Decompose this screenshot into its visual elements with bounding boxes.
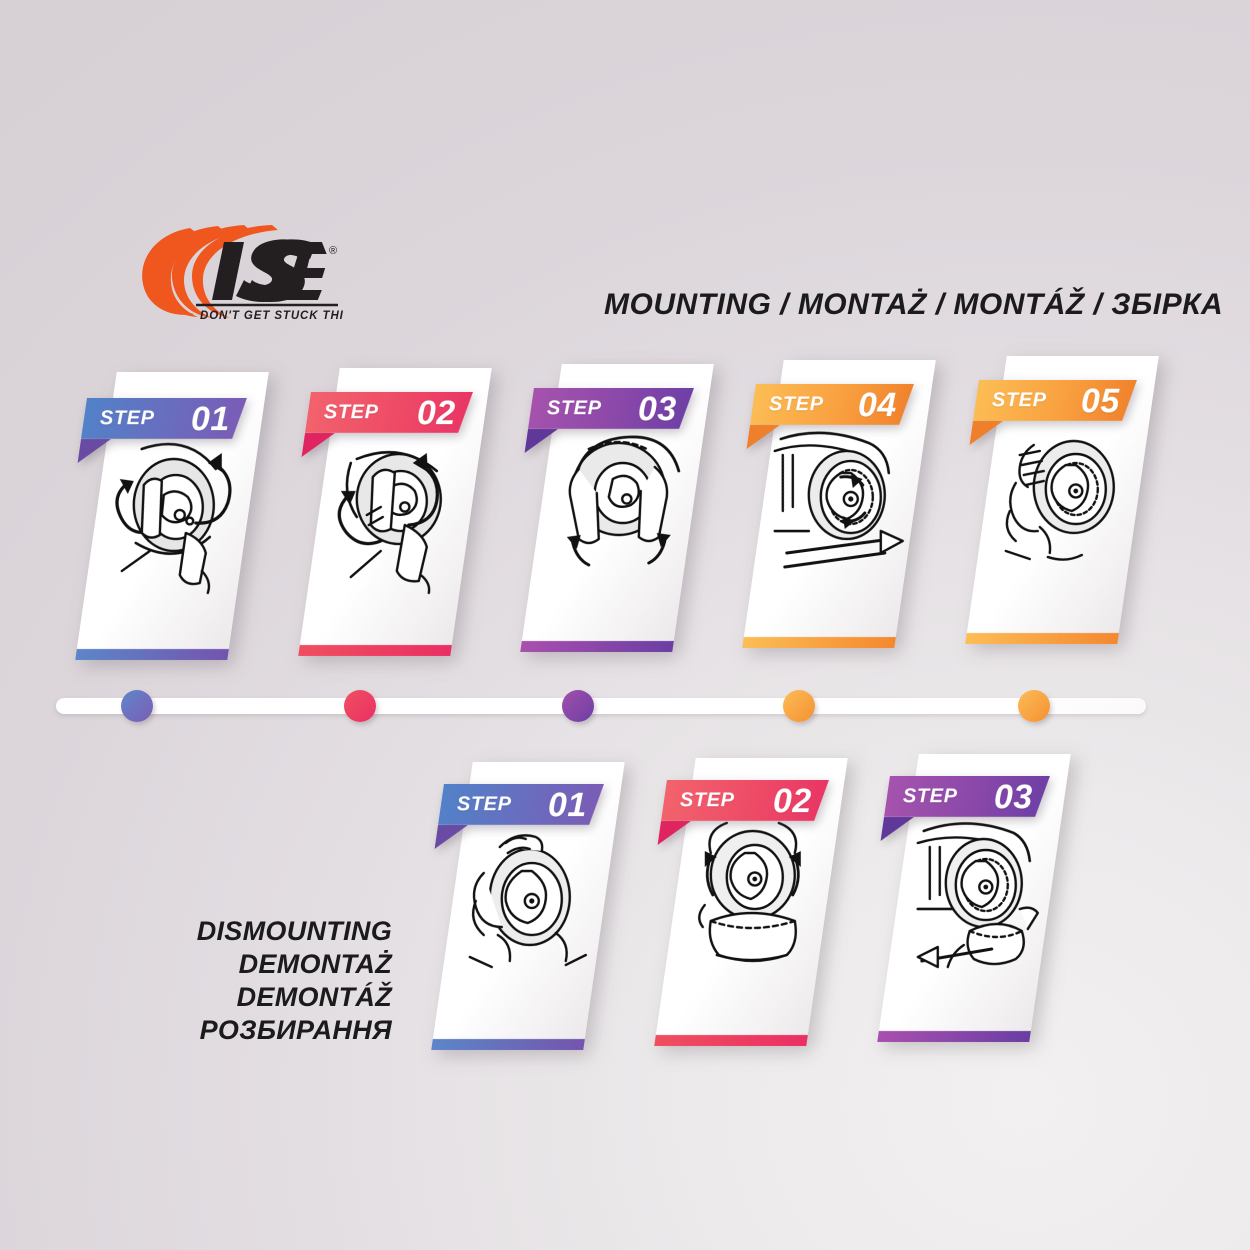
step-label: STEP bbox=[992, 389, 1047, 411]
illustration-dismounting-03 bbox=[899, 754, 1051, 1031]
step-banner-mounting-04[interactable]: STEP 04 bbox=[750, 384, 914, 425]
step-number: 04 bbox=[858, 385, 897, 424]
step-label: STEP bbox=[324, 401, 379, 423]
step-number: 01 bbox=[191, 399, 230, 438]
step-label: STEP bbox=[547, 397, 602, 419]
illustration-mounting-03 bbox=[542, 364, 694, 641]
timeline-dot-04[interactable] bbox=[783, 690, 815, 722]
step-card-mounting-03[interactable] bbox=[520, 364, 714, 652]
timeline-dot-01[interactable] bbox=[121, 690, 153, 722]
card-bottom-bar-d01 bbox=[431, 1039, 585, 1050]
step-label: STEP bbox=[903, 785, 958, 807]
illustration-mounting-02 bbox=[320, 368, 472, 645]
card-bottom-bar-05 bbox=[965, 633, 1119, 644]
card-bottom-bar-03 bbox=[520, 641, 674, 652]
step-number: 01 bbox=[548, 785, 587, 824]
logo-wordmark-e bbox=[283, 242, 327, 300]
step-number: 03 bbox=[994, 777, 1033, 816]
dismounting-line-pl: DEMONTAŻ bbox=[238, 949, 392, 979]
step-banner-mounting-02[interactable]: STEP 02 bbox=[305, 392, 473, 433]
dismounting-line-uk: РОЗБИРАННЯ bbox=[199, 1015, 392, 1045]
illustration-mounting-05 bbox=[987, 356, 1139, 633]
illustration-mounting-01 bbox=[97, 372, 249, 649]
illustration-mounting-04 bbox=[764, 360, 916, 637]
card-bottom-bar-01 bbox=[75, 649, 229, 660]
step-label: STEP bbox=[769, 393, 824, 415]
step-card-mounting-05[interactable] bbox=[965, 356, 1159, 644]
step-number: 02 bbox=[773, 781, 812, 820]
step-banner-mounting-05[interactable]: STEP 05 bbox=[973, 380, 1137, 421]
step-number: 02 bbox=[417, 393, 456, 432]
step-banner-mounting-01[interactable]: STEP 01 bbox=[81, 398, 247, 439]
step-banner-dismounting-01[interactable]: STEP 01 bbox=[438, 784, 604, 825]
logo-tagline: DON'T GET STUCK THIS WINTER bbox=[200, 310, 344, 322]
dismounting-line-en: DISMOUNTING bbox=[196, 916, 392, 946]
step-card-mounting-01[interactable] bbox=[75, 372, 269, 660]
card-bottom-bar-02 bbox=[298, 645, 452, 656]
step-banner-dismounting-02[interactable]: STEP 02 bbox=[661, 780, 829, 821]
step-banner-dismounting-03[interactable]: STEP 03 bbox=[884, 776, 1050, 817]
timeline-dot-02[interactable] bbox=[344, 690, 376, 722]
illustration-dismounting-01 bbox=[453, 762, 605, 1039]
step-label: STEP bbox=[100, 407, 155, 429]
card-bottom-bar-04 bbox=[742, 637, 896, 648]
step-card-dismounting-03[interactable] bbox=[877, 754, 1071, 1042]
step-card-dismounting-02[interactable] bbox=[654, 758, 848, 1046]
registered-trademark-icon: ® bbox=[329, 245, 337, 257]
illustration-dismounting-02 bbox=[676, 758, 828, 1035]
step-card-mounting-02[interactable] bbox=[298, 368, 492, 656]
step-card-dismounting-01[interactable] bbox=[431, 762, 625, 1050]
card-bottom-bar-d02 bbox=[654, 1035, 808, 1046]
isse-logo: ® DON'T GET STUCK THIS WINTER bbox=[132, 222, 344, 326]
dismounting-title: DISMOUNTING DEMONTAŻ DEMONTÁŽ РОЗБИРАННЯ bbox=[140, 915, 392, 1047]
progress-timeline-track bbox=[56, 698, 1146, 714]
step-label: STEP bbox=[680, 789, 735, 811]
step-card-mounting-04[interactable] bbox=[742, 360, 936, 648]
mounting-title: MOUNTING / MONTAŻ / MONTÁŽ / ЗБІРКА bbox=[604, 288, 1224, 321]
step-label: STEP bbox=[457, 793, 512, 815]
timeline-dot-05[interactable] bbox=[1018, 690, 1050, 722]
step-number: 05 bbox=[1081, 381, 1120, 420]
step-banner-mounting-03[interactable]: STEP 03 bbox=[528, 388, 694, 429]
step-number: 03 bbox=[638, 389, 677, 428]
timeline-dot-03[interactable] bbox=[562, 690, 594, 722]
dismounting-line-cs: DEMONTÁŽ bbox=[236, 982, 392, 1012]
isse-logo-mark: ® DON'T GET STUCK THIS WINTER bbox=[142, 225, 344, 322]
logo-swoosh-icon bbox=[142, 225, 278, 318]
card-bottom-bar-d03 bbox=[877, 1031, 1031, 1042]
